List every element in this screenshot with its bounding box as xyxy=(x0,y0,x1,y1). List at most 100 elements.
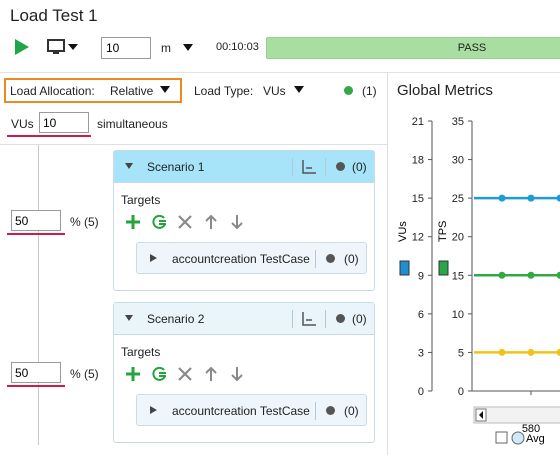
divider xyxy=(325,158,326,176)
load-type-select[interactable]: VUs xyxy=(263,84,286,98)
series-point xyxy=(556,271,560,279)
elapsed-time: 00:10:03 xyxy=(216,41,259,53)
scenario-count: (0) xyxy=(352,160,367,174)
page-title: Load Test 1 xyxy=(10,6,98,25)
load-type-label: Load Type: xyxy=(194,84,254,98)
series-point xyxy=(556,348,560,356)
scenario-card: Scenario 1 (0) Targets accountcreation T… xyxy=(113,150,375,291)
chevron-down-icon[interactable] xyxy=(294,86,304,93)
tps-tick-label: 5 xyxy=(458,347,464,359)
tps-tick-label: 10 xyxy=(452,309,464,321)
vus-tick-label: 21 xyxy=(412,116,424,128)
scenario-header[interactable]: Scenario 2 (0) xyxy=(114,303,374,335)
series-point xyxy=(527,348,535,356)
collapse-caret-icon[interactable] xyxy=(125,315,133,321)
series-point xyxy=(498,348,506,356)
vus-tick-label: 18 xyxy=(412,155,424,167)
divider xyxy=(325,310,326,328)
vus-tick-label: 12 xyxy=(412,232,424,244)
status-dot-icon xyxy=(326,254,335,263)
tps-tick-label: 0 xyxy=(458,386,464,398)
arrow-down-icon[interactable] xyxy=(228,213,246,231)
divider xyxy=(0,72,560,73)
series-point xyxy=(527,271,535,279)
vus-axis-swatch xyxy=(399,260,410,276)
vus-label: VUs xyxy=(11,117,34,131)
series-layer xyxy=(474,194,560,356)
divider xyxy=(315,402,316,420)
status-dot-icon xyxy=(336,314,345,323)
vus-tick-label: 9 xyxy=(418,270,424,282)
scroll-left-icon xyxy=(479,411,483,419)
percent-highlight xyxy=(7,385,65,387)
load-allocation-value: Relative xyxy=(110,84,154,98)
legend-avg-marker[interactable] xyxy=(511,431,525,445)
series-point xyxy=(498,194,506,202)
series-point xyxy=(527,194,535,202)
expand-caret-icon[interactable] xyxy=(150,254,157,262)
testcase-count: (0) xyxy=(344,404,359,418)
targets-toolbar xyxy=(124,365,254,383)
tps-tick-label: 35 xyxy=(452,116,464,128)
play-icon[interactable] xyxy=(14,38,30,56)
vus-axis-ticks: 0 3 6 9 12 15 18 21 xyxy=(412,116,432,398)
chevron-down-icon xyxy=(183,44,193,51)
tps-tick-label: 30 xyxy=(452,155,464,167)
testcase-item[interactable]: accountcreation TestCase (0) xyxy=(136,394,367,426)
divider xyxy=(0,144,388,145)
vus-axis-label: VUs xyxy=(397,221,409,242)
duration-unit-label: m xyxy=(161,41,171,55)
vus-tick-label: 0 xyxy=(418,386,424,398)
tps-axis-ticks: 0 5 10 15 20 25 30 35 xyxy=(452,116,472,398)
chart-icon[interactable] xyxy=(301,159,317,175)
load-allocation-label: Load Allocation: xyxy=(10,84,95,98)
chart-icon[interactable] xyxy=(301,311,317,327)
legend-checkbox[interactable] xyxy=(495,431,508,444)
testcase-count: (0) xyxy=(344,252,359,266)
expand-caret-icon[interactable] xyxy=(150,406,157,414)
scenario-header[interactable]: Scenario 1 (0) xyxy=(114,151,374,183)
horizontal-scrollbar[interactable] xyxy=(473,406,560,424)
x-axis-ticks: 580 xyxy=(522,391,540,435)
add-icon[interactable] xyxy=(124,365,142,383)
tps-tick-label: 25 xyxy=(452,193,464,205)
targets-label: Targets xyxy=(121,193,161,207)
status-dot-icon xyxy=(336,162,345,171)
scenario-name: Scenario 1 xyxy=(147,160,205,174)
panel-divider[interactable] xyxy=(387,73,388,455)
reload-icon[interactable] xyxy=(150,213,168,231)
testcase-name: accountcreation TestCase xyxy=(172,252,310,266)
vus-input[interactable] xyxy=(39,112,89,133)
duration-unit-select[interactable]: m xyxy=(161,38,201,58)
vus-tick-label: 3 xyxy=(418,347,424,359)
tps-tick-label: 20 xyxy=(452,232,464,244)
tree-line xyxy=(38,145,39,445)
status-bar: PASS xyxy=(266,37,560,59)
scenario-1-percent-label: % (5) xyxy=(70,215,99,229)
status-text: PASS xyxy=(457,42,487,54)
collapse-caret-icon[interactable] xyxy=(125,163,133,169)
scenario-2-percent-input[interactable] xyxy=(11,362,61,383)
arrow-up-icon[interactable] xyxy=(202,213,220,231)
arrow-up-icon[interactable] xyxy=(202,365,220,383)
vus-tick-label: 6 xyxy=(418,309,424,321)
targets-label: Targets xyxy=(121,345,161,359)
delete-icon[interactable] xyxy=(176,365,194,383)
arrow-down-icon[interactable] xyxy=(228,365,246,383)
scenario-card: Scenario 2 (0) Targets accountcreation T… xyxy=(113,302,375,443)
scenario-name: Scenario 2 xyxy=(147,312,205,326)
monitor-dropdown-icon[interactable] xyxy=(47,38,81,56)
x-tick-label: 580 xyxy=(522,423,540,435)
reload-icon[interactable] xyxy=(150,365,168,383)
load-allocation-select[interactable] xyxy=(4,78,182,103)
testcase-item[interactable]: accountcreation TestCase (0) xyxy=(136,242,367,274)
testcase-name: accountcreation TestCase xyxy=(172,404,310,418)
series-point xyxy=(556,194,560,202)
delete-icon[interactable] xyxy=(176,213,194,231)
vus-tick-label: 15 xyxy=(412,193,424,205)
duration-input[interactable] xyxy=(101,37,151,59)
add-icon[interactable] xyxy=(124,213,142,231)
scenario-2-percent-label: % (5) xyxy=(70,367,99,381)
scenario-1-percent-input[interactable] xyxy=(11,210,61,231)
